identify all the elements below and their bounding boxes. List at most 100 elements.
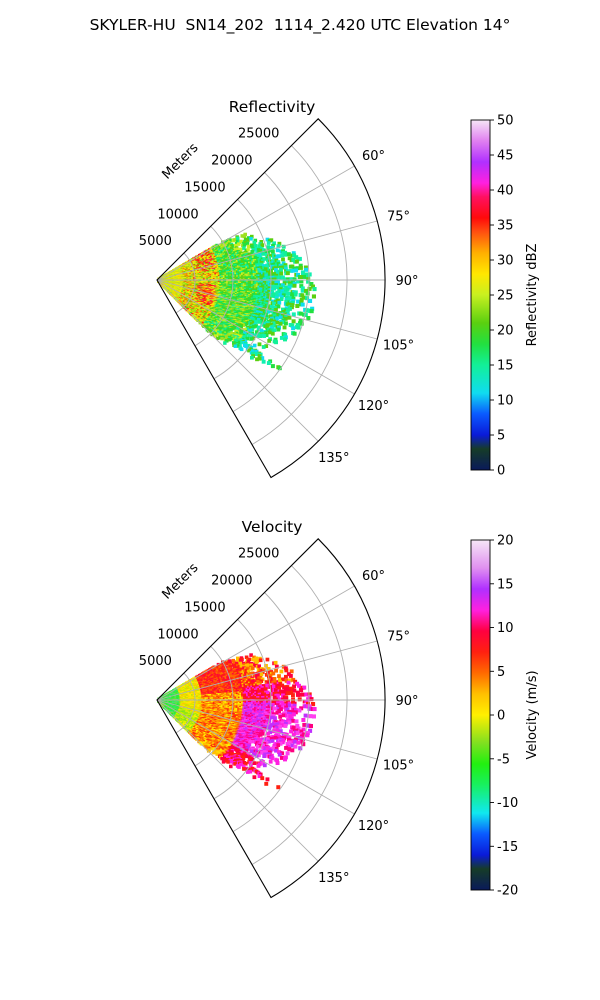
echo-pixel [283, 252, 288, 257]
echo-pixel [284, 314, 289, 319]
echo-pixel [271, 243, 275, 248]
echo-pixel [237, 242, 241, 246]
echo-pixel [243, 241, 248, 245]
echo-pixel [285, 308, 290, 313]
echo-pixel [249, 333, 254, 337]
echo-pixel [272, 323, 277, 328]
echo-pixel [245, 241, 250, 246]
echo-pixel [284, 267, 288, 272]
echo-pixel [268, 314, 273, 319]
echo-pixel [271, 321, 276, 326]
echo-pixel [291, 326, 296, 331]
echo-pixel [299, 300, 304, 305]
echo-pixel [240, 234, 244, 238]
echo-pixel [284, 299, 289, 304]
echo-pixel [270, 284, 275, 289]
echo-pixel [253, 255, 258, 260]
echo-pixel [295, 266, 300, 271]
echo-pixel [264, 249, 268, 254]
echo-pixel [251, 336, 256, 341]
echo-pixel [264, 344, 269, 348]
echo-pixel [291, 312, 296, 317]
echo-pixel [247, 326, 252, 331]
echo-pixel [249, 237, 253, 241]
echo-pixel [239, 239, 243, 244]
echo-pixel [309, 282, 314, 287]
echo-pixel [274, 340, 278, 345]
echo-pixel [289, 283, 294, 288]
echo-pixel [310, 284, 315, 289]
echo-pixel [272, 313, 277, 318]
echo-pixel [254, 253, 259, 258]
echo-pixel [310, 306, 315, 311]
echo-pixel [305, 296, 310, 301]
echo-pixel [239, 247, 243, 252]
echo-pixel [262, 334, 267, 338]
echo-pixel [300, 302, 305, 307]
echo-pixel [252, 325, 256, 329]
echo-pixel [250, 234, 254, 239]
echo-pixel [300, 293, 305, 298]
echo-pixel [307, 272, 312, 277]
echo-pixel [287, 302, 292, 307]
echo-pixel [240, 329, 244, 334]
echo-pixel [303, 265, 308, 270]
echo-pixel [267, 330, 272, 335]
echo-pixel [256, 254, 261, 259]
polar-panel-reflectivity: 60°75°90°105°120°135°5000100001500020000… [139, 98, 540, 479]
echo-pixel [269, 318, 273, 323]
echo-pixel [264, 316, 269, 321]
echo-pixel [253, 238, 258, 243]
echo-pixel [285, 310, 290, 315]
echo-field [157, 232, 317, 371]
echo-pixel [281, 257, 285, 262]
echo-pixel [284, 321, 288, 326]
echo-pixel [283, 332, 288, 337]
echo-pixel [274, 300, 278, 304]
echo-pixel [238, 340, 243, 344]
echo-pixel [257, 258, 262, 262]
echo-pixel [288, 296, 293, 301]
echo-pixel [269, 322, 274, 327]
echo-pixel [296, 272, 300, 277]
echo-pixel [301, 295, 306, 300]
echo-pixel [300, 270, 305, 275]
echo-pixel [251, 248, 256, 252]
echo-pixel [277, 241, 282, 246]
echo-pixel [272, 301, 276, 306]
echo-pixel [278, 315, 283, 320]
echo-pixel [296, 299, 301, 304]
echo-pixel [252, 343, 257, 348]
echo-pixel [290, 292, 295, 297]
echo-pixel [233, 238, 237, 242]
echo-pixel [290, 303, 295, 307]
echo-pixel [287, 281, 292, 286]
echo-pixel [312, 287, 317, 292]
echo-pixel [274, 318, 279, 323]
echo-pixel [271, 249, 275, 254]
echo-pixel [279, 295, 284, 299]
echo-pixel [250, 251, 255, 256]
echo-pixel [266, 245, 270, 249]
echo-pixel [229, 238, 233, 242]
echo-pixel [248, 328, 252, 333]
echo-pixel [278, 293, 283, 297]
echo-pixel [249, 322, 254, 326]
echo-pixel [284, 279, 289, 284]
echo-pixel [298, 311, 303, 316]
echo-pixel [276, 327, 281, 332]
echo-pixel [304, 267, 308, 272]
echo-pixel [277, 366, 282, 371]
echo-pixel [272, 277, 277, 282]
echo-pixel [283, 316, 288, 321]
echo-pixel [287, 285, 292, 290]
echo-pixel [249, 337, 253, 341]
echo-pixel [264, 324, 269, 329]
echo-pixel [282, 325, 287, 330]
echo-pixel [290, 268, 295, 273]
echo-pixel [283, 265, 288, 269]
echo-pixel [280, 253, 285, 258]
echo-pixel [298, 318, 303, 323]
echo-pixel [276, 304, 281, 309]
echo-pixel [258, 334, 263, 338]
